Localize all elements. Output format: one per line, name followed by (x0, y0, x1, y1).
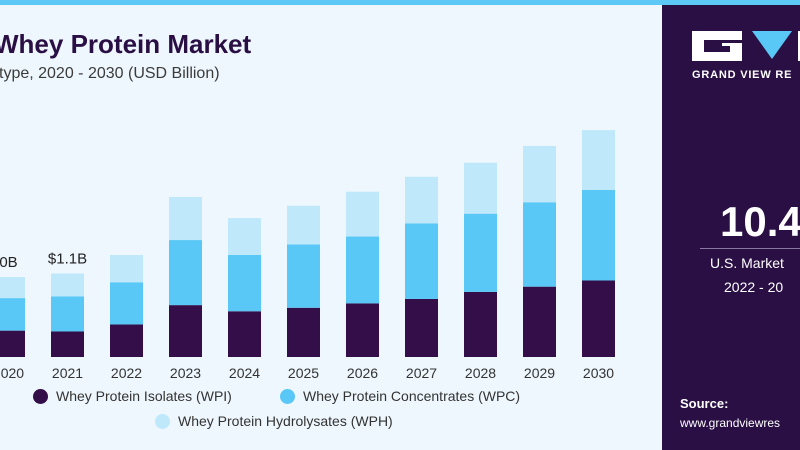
bar-wpc-2024 (228, 255, 261, 312)
x-tick-label-2024: 2024 (229, 365, 260, 381)
bar-wph-2023 (169, 196, 202, 241)
market-label: U.S. Market (710, 255, 784, 271)
x-tick-label-2028: 2028 (465, 365, 496, 381)
bar-wpi-2026 (346, 303, 379, 357)
x-tick-label-2022: 2022 (111, 365, 142, 381)
market-period: 2022 - 20 (724, 279, 784, 295)
bar-wpc-2030 (582, 189, 615, 281)
x-tick-label-2020: 2020 (0, 365, 24, 381)
bar-wpi-2025 (287, 307, 320, 357)
bar-wph-2022 (110, 255, 143, 283)
legend-label-wpi: Whey Protein Isolates (WPI) (56, 388, 232, 404)
legend-swatch-wpi (33, 388, 48, 404)
stat-divider (700, 248, 800, 249)
bar-wpc-2022 (110, 282, 143, 325)
bar-wpc-2023 (169, 240, 202, 306)
bar-wpi-2021 (51, 331, 84, 357)
x-tick-label-2025: 2025 (288, 365, 319, 381)
sidebar-panel: GRAND VIEW RE 10.4 U.S. Market 2022 - 20… (662, 5, 800, 450)
grand-view-logo (692, 31, 800, 61)
bar-wpc-2027 (405, 223, 438, 299)
x-tick-label-2021: 2021 (52, 365, 83, 381)
legend-swatch-wph (155, 413, 170, 429)
bar-wpc-2028 (464, 213, 497, 292)
bar-wpi-2020 (0, 330, 25, 357)
bar-wph-2024 (228, 218, 261, 255)
bar-wpi-2022 (110, 324, 143, 357)
bar-wpi-2029 (523, 286, 556, 357)
bar-wph-2021 (51, 273, 84, 297)
bar-wpi-2028 (464, 291, 497, 357)
data-label-2020: 0B (0, 254, 18, 271)
bar-wph-2026 (346, 191, 379, 237)
bar-wpc-2020 (0, 298, 25, 331)
bar-wph-2029 (523, 145, 556, 203)
chart-title: Whey Protein Market (0, 29, 252, 59)
bar-wpi-2030 (582, 280, 615, 357)
x-tick-label-2029: 2029 (524, 365, 555, 381)
legend-label-wph: Whey Protein Hydrolysates (WPH) (178, 413, 393, 429)
x-tick-label-2023: 2023 (170, 365, 201, 381)
bar-wph-2027 (405, 176, 438, 224)
bar-wpi-2024 (228, 311, 261, 357)
legend-item-wpi: Whey Protein Isolates (WPI) (33, 388, 232, 404)
bar-wpi-2023 (169, 305, 202, 357)
bar-wpc-2021 (51, 296, 84, 332)
stacked-bar-chart: 2020 2021 2022 2023 2024 2025 2026 2027 2028 2029… (0, 130, 615, 381)
x-tick-label-2030: 2030 (583, 365, 614, 381)
legend-item-wpc: Whey Protein Concentrates (WPC) (280, 388, 520, 404)
bar-wpc-2026 (346, 236, 379, 304)
market-size-value: 10.4 (720, 198, 800, 245)
bar-wph-2030 (582, 130, 615, 190)
bar-wpc-2029 (523, 202, 556, 287)
bar-wph-2028 (464, 162, 497, 214)
data-label-2021: $1.1B (48, 250, 87, 267)
legend-item-wph: Whey Protein Hydrolysates (WPH) (155, 413, 393, 429)
bar-wph-2025 (287, 205, 320, 245)
bar-wph-2020 (0, 276, 25, 299)
x-tick-label-2027: 2027 (406, 365, 437, 381)
source-url: www.grandviewres (680, 416, 781, 430)
source-label: Source: (680, 396, 729, 411)
legend-swatch-wpc (280, 388, 295, 404)
chart-panel: Whey Protein Market type, 2020 - 2030 (U… (0, 5, 662, 450)
bar-wpc-2025 (287, 244, 320, 308)
top-accent-line (0, 0, 800, 5)
x-tick-label-2026: 2026 (347, 365, 378, 381)
brand-name: GRAND VIEW RE (692, 69, 793, 81)
chart-subtitle: type, 2020 - 2030 (USD Billion) (0, 65, 220, 82)
bar-wpi-2027 (405, 298, 438, 357)
legend-label-wpc: Whey Protein Concentrates (WPC) (303, 388, 521, 404)
